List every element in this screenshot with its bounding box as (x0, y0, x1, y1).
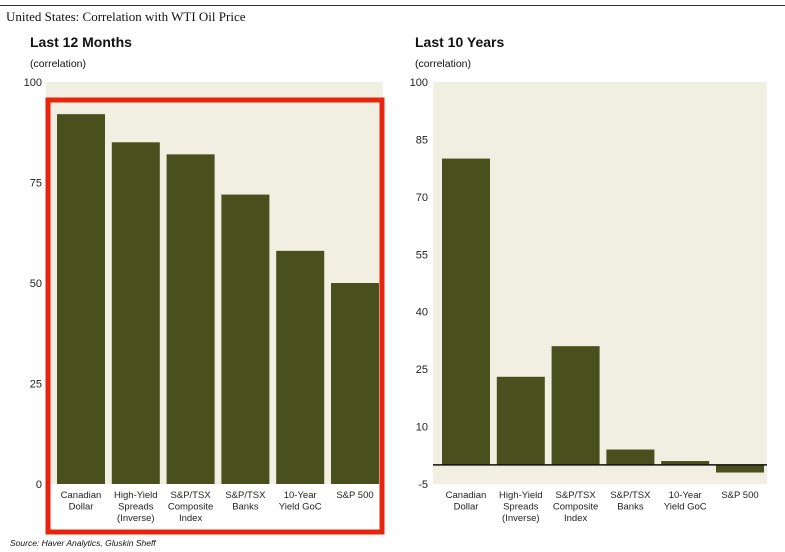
panel-2-category-label: S&P/TSX (556, 490, 597, 501)
panel-2-ytick: 10 (416, 422, 428, 434)
panel-1-category-label: Yield GoC (279, 502, 322, 513)
panel-2-bar (606, 449, 655, 465)
panel-2-category-label: Canadian (446, 490, 487, 501)
panel-2-ytick: 40 (416, 307, 428, 319)
panel-1-title: Last 12 Months (30, 34, 132, 50)
panel-1-category-label: S&P/TSX (171, 490, 212, 501)
panel-2-category-label: Index (564, 513, 587, 524)
panel-1-category-label: S&P/TSX (225, 490, 266, 501)
panel-2-category-label: S&P/TSX (610, 490, 651, 501)
panel-2-ytick: -5 (418, 479, 428, 491)
panel-2-category-label: S&P 500 (721, 490, 758, 501)
panel-1-category-label: Index (179, 513, 202, 524)
panel-1-category-label: Dollar (69, 502, 94, 513)
panel-2-bar (551, 346, 600, 465)
panel-2-bar (442, 158, 490, 465)
panel-2-category-label: Spreads (503, 502, 539, 513)
panel-2-category-label: Banks (617, 502, 644, 513)
panel-1-ytick: 50 (30, 278, 42, 290)
source-note: Source: Haver Analytics, Gluskin Sheff (10, 538, 156, 548)
panel-2-category-label: High-Yield (499, 490, 542, 501)
panel-1-category-label: High-Yield (114, 490, 157, 501)
panel-1-bar (57, 114, 105, 484)
figure-title: United States: Correlation with WTI Oil … (6, 9, 246, 24)
panel-1-bar (221, 194, 270, 484)
panel-2-bar (661, 461, 710, 465)
panel-1-ytick: 0 (36, 479, 42, 491)
panel-2-category-label: (Inverse) (502, 513, 539, 524)
panel-2-category-label: 10-Year (669, 490, 702, 501)
panel-2-ytick: 70 (416, 192, 428, 204)
panel-2-ytick: 85 (416, 134, 428, 146)
panel-2-bar (496, 376, 545, 465)
panel-1-ytick: 75 (30, 178, 42, 190)
panel-1-ytick: 100 (24, 77, 42, 89)
panel-2-ylabel: (correlation) (415, 58, 471, 70)
panel-2-title: Last 10 Years (415, 34, 504, 50)
panel-1-category-label: Composite (168, 502, 213, 513)
panel-2-ytick: 25 (416, 364, 428, 376)
panel-1-ylabel: (correlation) (30, 58, 86, 70)
top-rule (0, 5, 785, 6)
panel-1-category-label: Banks (232, 502, 259, 513)
panel-1-highlight-box (45, 97, 385, 535)
panel-1-category-label: 10-Year (284, 490, 317, 501)
panel-2-bar (716, 464, 764, 473)
panel-1-bar (111, 142, 160, 485)
panel-2-ytick: 55 (416, 249, 428, 261)
panel-2-category-label: Dollar (454, 502, 479, 513)
panel-1-category-label: Canadian (61, 490, 102, 501)
panel-1-bar (331, 283, 379, 484)
panel-1-bar (276, 250, 325, 484)
panel-2-category-label: Yield GoC (664, 502, 707, 513)
panel-1-category-label: Spreads (118, 502, 154, 513)
panel-1-category-label: S&P 500 (336, 490, 373, 501)
panel-2-category-label: Composite (553, 502, 598, 513)
panel-1-category-label: (Inverse) (117, 513, 154, 524)
panel-2-ytick: 100 (410, 77, 428, 89)
panel-1-bar (166, 154, 215, 485)
panel-1-ytick: 25 (30, 379, 42, 391)
